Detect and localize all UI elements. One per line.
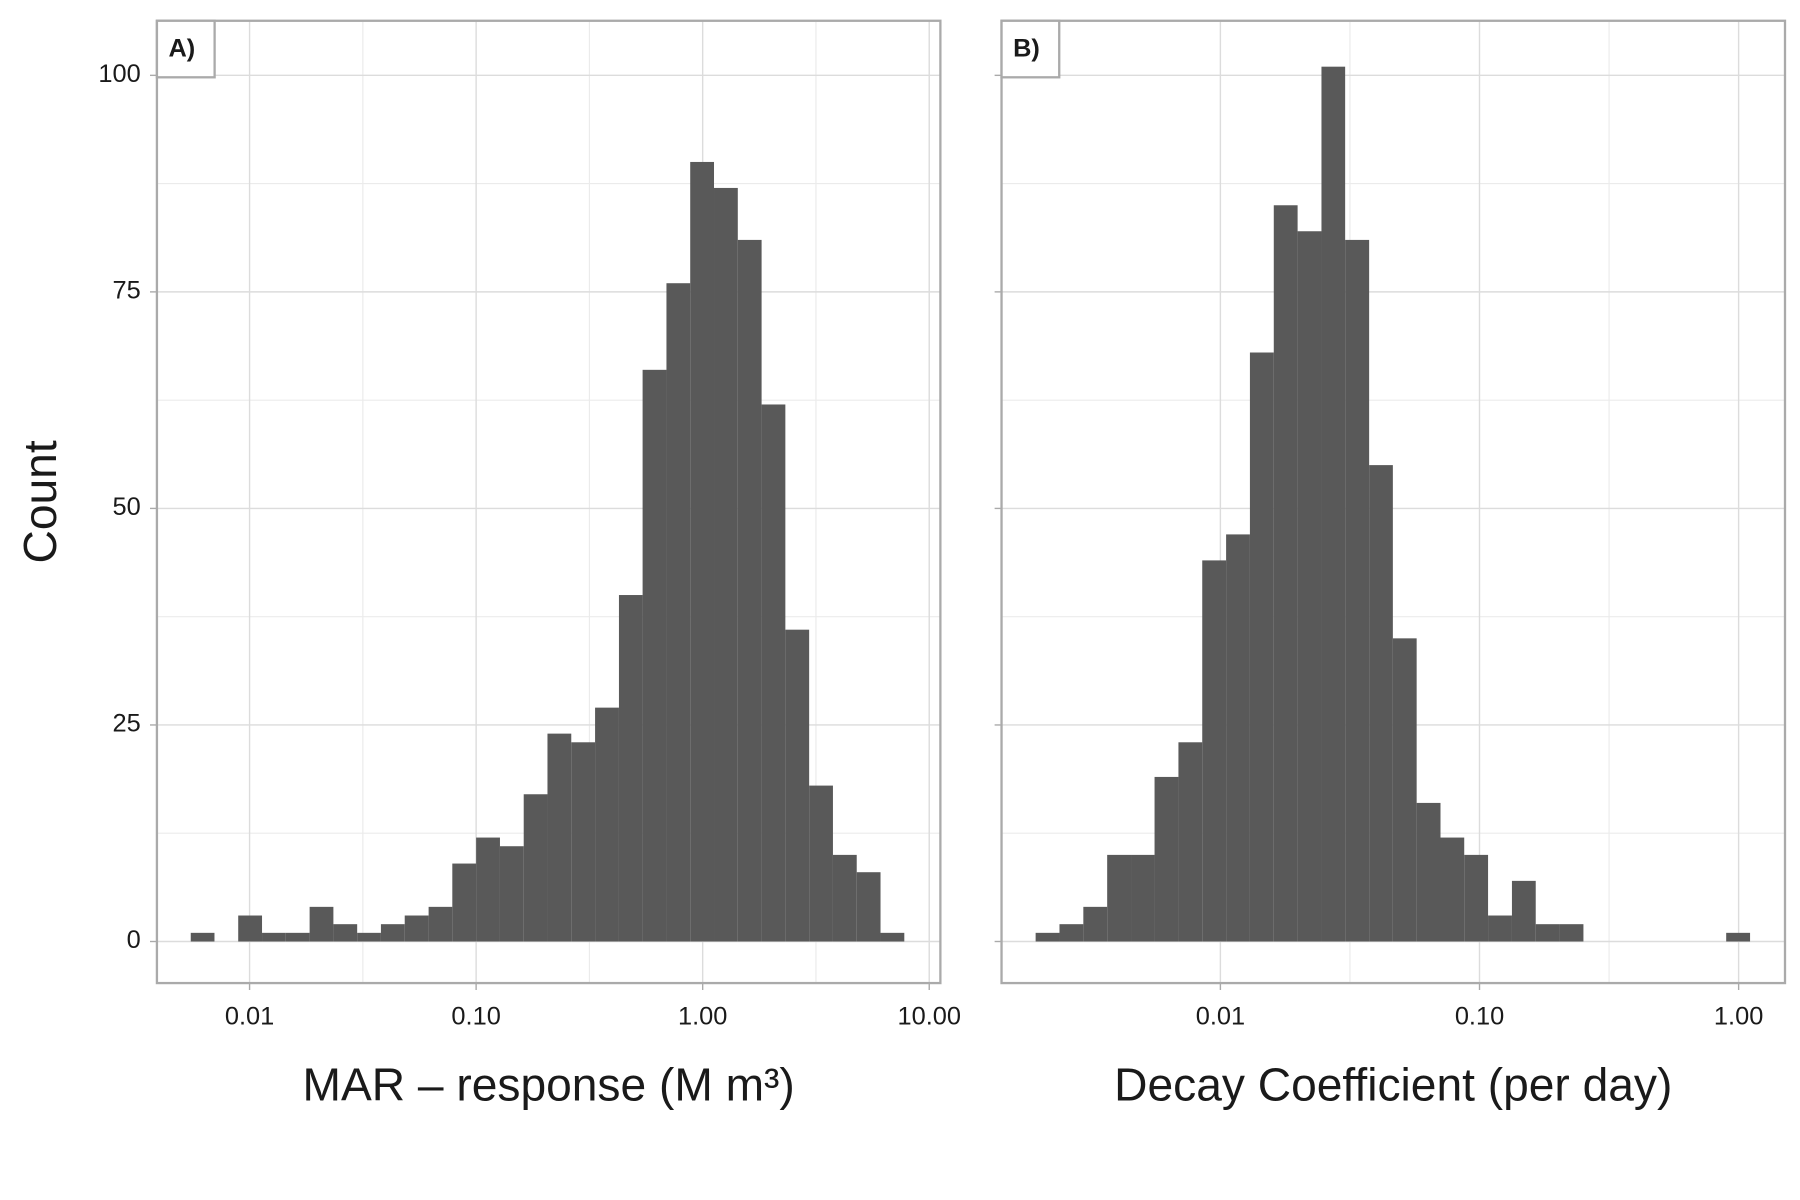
bar <box>571 742 596 942</box>
bar <box>1440 837 1465 942</box>
bar <box>1392 638 1417 942</box>
bar <box>1464 854 1489 942</box>
bar <box>547 733 572 942</box>
bar <box>1488 915 1512 942</box>
bar <box>618 595 643 942</box>
bar <box>1083 906 1108 942</box>
panel-label-box <box>1000 19 1061 79</box>
x-axis-title: Decay Coefficient (per day) <box>1114 1058 1672 1110</box>
bar <box>785 629 810 942</box>
bar <box>190 932 215 942</box>
bar <box>832 854 857 942</box>
bar <box>333 924 358 942</box>
panel-label-box <box>155 19 216 79</box>
bar <box>666 283 691 942</box>
bar <box>1726 932 1751 942</box>
bar <box>499 846 524 942</box>
bar <box>809 785 833 942</box>
panel-label: A) <box>168 34 195 62</box>
bar <box>1178 742 1203 942</box>
bar <box>595 707 619 942</box>
bar <box>1131 854 1155 942</box>
bar <box>1369 465 1393 942</box>
bar <box>690 161 715 942</box>
bar <box>1345 239 1370 942</box>
bar <box>1107 854 1132 942</box>
panel-label: B) <box>1013 34 1040 62</box>
x-tick-label: 0.10 <box>1455 1002 1504 1030</box>
bar <box>642 369 667 942</box>
bar <box>523 794 548 942</box>
y-axis-title: Count <box>14 440 66 563</box>
y-tick-label: 75 <box>113 277 141 305</box>
bar <box>1273 205 1298 942</box>
y-tick-label: 0 <box>127 926 141 954</box>
bar <box>1559 924 1584 942</box>
bar <box>1321 66 1346 942</box>
x-tick-label: 1.00 <box>1714 1002 1763 1030</box>
bar <box>238 915 263 942</box>
bar <box>357 932 381 942</box>
bar <box>880 932 905 942</box>
x-tick-label: 10.00 <box>897 1002 961 1030</box>
bar <box>309 906 334 942</box>
x-tick-label: 0.01 <box>1196 1002 1245 1030</box>
bar <box>1511 880 1536 942</box>
bar <box>1154 776 1179 942</box>
bar <box>1416 802 1441 942</box>
bar <box>1226 534 1250 942</box>
bar <box>476 837 500 942</box>
panel-border <box>1000 19 1787 985</box>
bar <box>404 915 429 942</box>
bar <box>737 239 762 942</box>
y-tick-label: 25 <box>113 710 141 738</box>
x-tick-label: 0.10 <box>451 1002 500 1030</box>
bar <box>1202 560 1227 942</box>
bar <box>262 932 286 942</box>
bar <box>1035 932 1060 942</box>
bar <box>285 932 310 942</box>
y-tick-label: 50 <box>113 493 141 521</box>
bar <box>380 924 405 942</box>
panel-border <box>155 19 942 985</box>
bar <box>452 863 477 942</box>
bar <box>761 404 786 942</box>
bar <box>1297 231 1322 942</box>
x-tick-label: 0.01 <box>225 1002 274 1030</box>
bar <box>1249 352 1274 942</box>
bar <box>856 872 881 942</box>
bar <box>1535 924 1560 942</box>
bar <box>714 187 738 942</box>
bar <box>1059 924 1084 942</box>
bar <box>428 906 453 942</box>
y-tick-label: 100 <box>98 60 140 88</box>
x-axis-title: MAR – response (M m³) <box>303 1058 795 1110</box>
x-tick-label: 1.00 <box>678 1002 727 1030</box>
